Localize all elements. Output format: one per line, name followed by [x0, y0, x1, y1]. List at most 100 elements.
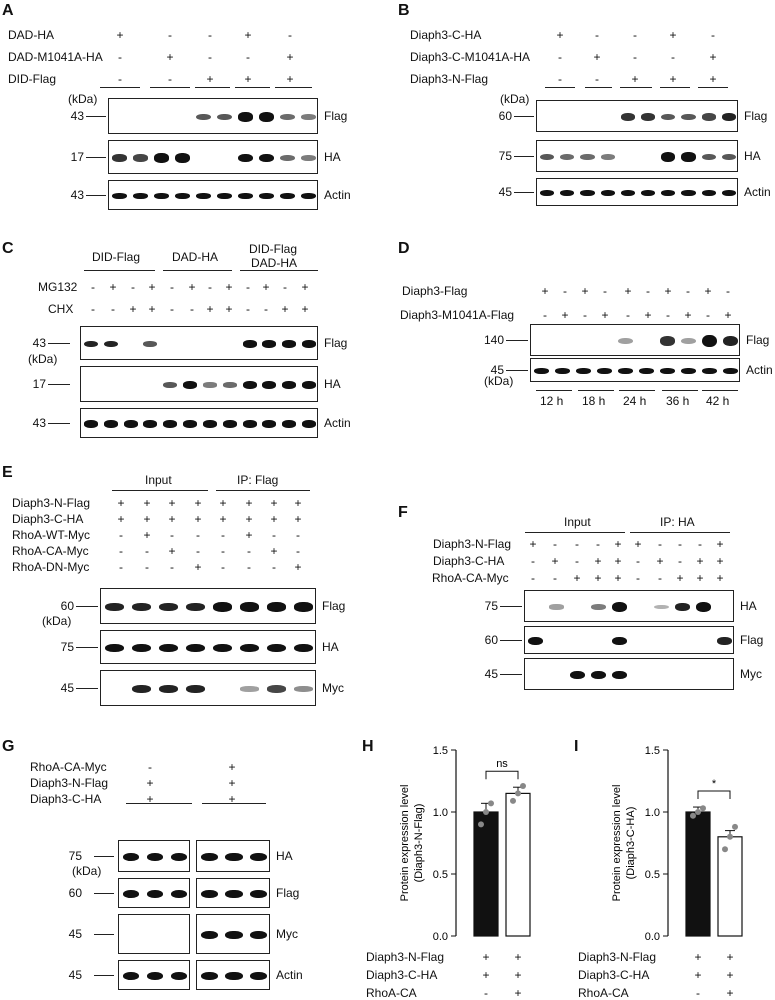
gel-band: [200, 889, 218, 899]
gel-band: [591, 604, 606, 610]
blot-myc: [524, 658, 734, 690]
condition-sign: +: [294, 560, 302, 574]
condition-sign: -: [246, 50, 250, 64]
condition-sign: -: [626, 308, 630, 322]
gel-band: [103, 340, 118, 348]
condition-label: Diaph3-N-Flag: [366, 950, 445, 964]
condition-sign: +: [593, 50, 601, 64]
mw-tick: [94, 934, 114, 935]
condition-sign: +: [148, 302, 156, 316]
mw-marker: 45: [490, 363, 504, 377]
condition-sign: -: [283, 280, 287, 294]
condition-sign: -: [91, 280, 95, 294]
mw-tick: [76, 688, 98, 689]
group-label: DID-Flag: [249, 242, 298, 256]
blot-label: Flag: [740, 633, 764, 647]
y-tick-label: 1.5: [433, 745, 448, 757]
gel-band: [175, 193, 190, 199]
gel-band: [217, 113, 232, 121]
gel-band: [196, 113, 211, 121]
condition-label: RhoA-WT-Myc: [12, 528, 90, 542]
gel-band: [701, 190, 716, 196]
condition-sign: +: [669, 28, 677, 42]
data-point: [732, 823, 738, 830]
gel-band: [250, 930, 268, 940]
gel-band: [302, 420, 317, 428]
condition-sign: -: [119, 560, 123, 574]
condition-sign: +: [482, 950, 490, 964]
condition-sign: +: [270, 512, 278, 526]
condition-sign: +: [168, 496, 176, 510]
gel-band: [200, 930, 218, 940]
gel-band: [159, 685, 178, 693]
gel-band: [242, 420, 257, 428]
mw-tick: [94, 856, 114, 857]
gel-band: [143, 420, 158, 428]
condition-sign: +: [206, 72, 214, 86]
mw-marker: 60: [498, 109, 512, 123]
condition-sign: +: [631, 72, 639, 86]
kda-label: (kDa): [500, 92, 530, 106]
gel-band: [163, 382, 178, 388]
condition-sign: +: [117, 496, 125, 510]
y-tick-label: 1.0: [433, 807, 448, 819]
group-label: DID-Flag: [92, 250, 141, 264]
y-tick-label: 0.0: [645, 931, 660, 943]
condition-sign: +: [294, 512, 302, 526]
y-tick-label: 0.0: [433, 931, 448, 943]
condition-sign: -: [296, 528, 300, 542]
condition-label: Diaph3-C-HA: [366, 968, 438, 982]
mw-tick: [76, 647, 98, 648]
panel-label: D: [398, 240, 410, 257]
gel-band: [301, 193, 316, 199]
lane-group-line: [619, 390, 655, 391]
y-axis-label: (Diaph3-N-Flag): [413, 804, 425, 883]
time-label: 24 h: [623, 394, 647, 408]
blot-label: HA: [324, 150, 341, 164]
gel-band: [222, 382, 237, 388]
condition-sign: -: [696, 986, 700, 1000]
gel-band: [294, 686, 313, 692]
condition-sign: -: [595, 72, 599, 86]
lane-group-line: [630, 532, 730, 533]
lane-group-line: [585, 87, 612, 88]
condition-sign: -: [563, 284, 567, 298]
gel-band: [702, 368, 717, 374]
gel-band: [259, 193, 274, 199]
condition-sign: +: [709, 72, 717, 86]
condition-sign: +: [594, 571, 602, 585]
lane-group-line: [275, 87, 312, 88]
condition-sign: -: [575, 537, 579, 551]
condition-sign: +: [551, 554, 559, 568]
blot-ha: [100, 630, 316, 664]
gel-band: [600, 190, 615, 196]
condition-sign: +: [482, 968, 490, 982]
mw-marker: 60: [60, 599, 74, 613]
blot-actin: [80, 408, 318, 438]
condition-sign: -: [111, 302, 115, 316]
kda-label: (kDa): [72, 864, 102, 878]
condition-label: Diaph3-M1041A-Flag: [400, 308, 515, 322]
blot-myc-left: [118, 914, 190, 954]
condition-sign: +: [286, 72, 294, 86]
mw-tick: [506, 340, 528, 341]
gel-band: [240, 686, 259, 692]
condition-sign: +: [716, 554, 724, 568]
blot-label: Actin: [276, 968, 303, 982]
gel-band: [222, 420, 237, 428]
lane-group-line: [84, 270, 155, 271]
panel-label: C: [2, 240, 14, 257]
mw-tick: [94, 893, 114, 894]
condition-sign: +: [656, 554, 664, 568]
gel-band: [262, 381, 277, 389]
bar-chart-H: 0.0 0.5 1.0 1.5 Protein expression level (Dia…: [399, 745, 531, 943]
condition-sign: -: [558, 50, 562, 64]
gel-band: [154, 153, 169, 163]
y-tick-label: 1.0: [645, 807, 660, 819]
significance-bracket: [485, 770, 519, 780]
lane-group-line: [662, 390, 698, 391]
gel-band: [560, 153, 575, 161]
blot-label: HA: [322, 640, 339, 654]
condition-sign: +: [225, 302, 233, 316]
gel-band: [612, 636, 627, 646]
